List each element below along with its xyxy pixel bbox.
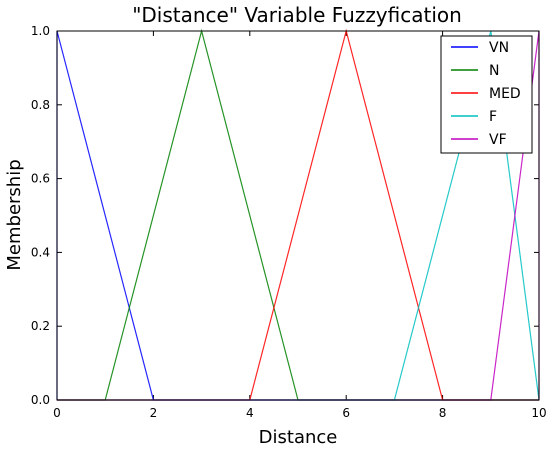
x-tick-label: 8	[439, 406, 447, 420]
y-tick-label: 0.6	[31, 172, 50, 186]
y-tick-label: 1.0	[31, 24, 50, 38]
y-tick-label: 0.0	[31, 393, 50, 407]
x-tick-label: 6	[342, 406, 350, 420]
y-tick-label: 0.2	[31, 319, 50, 333]
x-tick-label: 0	[53, 406, 61, 420]
legend-frame	[440, 35, 533, 154]
x-axis-label: Distance	[259, 427, 338, 448]
x-tick-label: 2	[150, 406, 158, 420]
y-tick-label: 0.4	[31, 245, 50, 259]
legend: VN N MED F VF	[440, 35, 533, 154]
y-tick-label: 0.8	[31, 98, 50, 112]
legend-label-n: N	[489, 63, 499, 79]
legend-label-med: MED	[489, 86, 521, 102]
x-tick-label: 10	[531, 406, 546, 420]
plot-frame	[56, 30, 540, 401]
legend-label-vn: VN	[489, 40, 509, 56]
legend-label-f: F	[489, 109, 497, 125]
chart-title: "Distance" Variable Fuzzyfication	[132, 3, 462, 27]
x-tick-label: 4	[246, 406, 254, 420]
y-axis-label: Membership	[4, 159, 25, 270]
legend-label-vf: VF	[489, 132, 507, 148]
